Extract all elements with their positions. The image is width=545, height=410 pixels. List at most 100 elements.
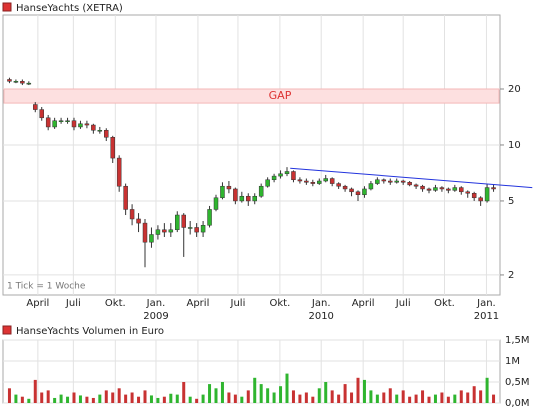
candle-body xyxy=(194,227,199,233)
volume-bar xyxy=(311,396,315,403)
candle-body xyxy=(162,229,167,233)
candle-body xyxy=(110,137,115,159)
candle-body xyxy=(407,182,412,186)
volume-bar xyxy=(20,396,24,403)
title-icon xyxy=(2,325,12,335)
volume-bar xyxy=(240,396,244,403)
candle-body xyxy=(207,209,212,226)
volume-bar xyxy=(479,390,483,403)
candle-body xyxy=(168,229,174,233)
volume-bar xyxy=(382,392,386,403)
volume-bar xyxy=(117,388,121,403)
x-tick-label: Juli xyxy=(230,298,246,309)
x-year-label: 2010 xyxy=(308,311,333,322)
volume-bar xyxy=(227,392,231,403)
x-tick-label: April xyxy=(352,298,375,309)
volume-panel xyxy=(2,339,501,404)
volume-bar xyxy=(208,384,212,403)
candle-body xyxy=(394,180,399,183)
x-tick-label: Jan. xyxy=(311,298,331,309)
y-tick-label: 5 xyxy=(508,196,514,207)
candle-body xyxy=(297,179,303,182)
candle-body xyxy=(123,185,128,210)
candle-body xyxy=(181,214,186,228)
y-tick-label: 1,5M xyxy=(505,335,530,346)
y-tick-label: 1M xyxy=(505,356,520,367)
volume-bar xyxy=(143,390,147,403)
candle-body xyxy=(187,227,193,229)
candle-body xyxy=(446,188,451,191)
volume-bar xyxy=(162,396,166,403)
candle-body xyxy=(271,175,277,181)
volume-bar xyxy=(427,396,431,403)
y-tick-label: 0,0M xyxy=(505,398,530,409)
volume-bar xyxy=(272,392,276,403)
volume-bar xyxy=(388,388,392,403)
x-tick-label: Juli xyxy=(395,298,411,309)
candle-body xyxy=(388,180,393,183)
candle-body xyxy=(349,188,354,193)
candle-body xyxy=(459,187,464,193)
y-tick-label: 20 xyxy=(508,84,521,95)
candle-body xyxy=(426,188,432,191)
candle-body xyxy=(175,214,180,230)
x-tick-label: April xyxy=(26,298,49,309)
candle-body xyxy=(213,197,219,210)
candle-body xyxy=(13,81,19,83)
candle-body xyxy=(342,185,348,190)
volume-bar xyxy=(291,390,295,403)
volume-bar xyxy=(149,395,153,403)
candle-body xyxy=(65,120,70,122)
candle-body xyxy=(258,185,264,197)
volume-bar xyxy=(304,392,308,403)
volume-bar xyxy=(195,398,199,403)
volume-bar xyxy=(466,392,470,403)
candle-body xyxy=(291,171,296,181)
volume-bar xyxy=(124,394,128,403)
candle-body xyxy=(284,171,290,175)
candle-body xyxy=(116,157,122,187)
candle-body xyxy=(265,179,270,187)
candle-body xyxy=(149,234,154,243)
volume-bar xyxy=(440,392,444,403)
x-year-label: 2011 xyxy=(474,311,499,322)
candle-body xyxy=(317,180,322,184)
volume-bar xyxy=(472,386,476,403)
candle-body xyxy=(491,187,496,190)
candle-body xyxy=(310,182,316,184)
gap-band xyxy=(3,88,500,104)
volume-bar xyxy=(253,377,257,403)
candle-body xyxy=(142,222,148,243)
volume-bar xyxy=(85,396,89,403)
volume-bar xyxy=(104,390,108,403)
candle-body xyxy=(58,120,64,122)
volume-bar xyxy=(356,377,360,403)
candle-body xyxy=(381,179,387,182)
candle-body xyxy=(329,178,335,184)
x-tick-label: April xyxy=(186,298,209,309)
volume-bar xyxy=(46,390,50,403)
price-panel xyxy=(2,14,501,296)
volume-bar xyxy=(98,394,102,403)
volume-bar xyxy=(91,397,95,403)
volume-bar xyxy=(459,390,463,403)
candle-body xyxy=(104,129,109,138)
volume-bar xyxy=(453,394,457,403)
volume-bar xyxy=(324,382,328,403)
candle-body xyxy=(136,218,141,224)
volume-bar xyxy=(59,394,63,403)
volume-bar xyxy=(7,388,11,403)
volume-bar xyxy=(130,392,134,403)
volume-bar xyxy=(492,394,496,403)
volume-bar xyxy=(395,394,399,403)
volume-bar xyxy=(40,392,44,403)
candle-body xyxy=(33,104,38,110)
volume-bar xyxy=(298,394,302,403)
volume-bar xyxy=(401,390,405,403)
volume-bar xyxy=(279,386,283,403)
title-icon xyxy=(2,2,12,12)
volume-bar xyxy=(53,397,57,403)
volume-bar xyxy=(220,382,224,403)
candle-body xyxy=(368,183,374,190)
volume-bar xyxy=(350,392,354,403)
